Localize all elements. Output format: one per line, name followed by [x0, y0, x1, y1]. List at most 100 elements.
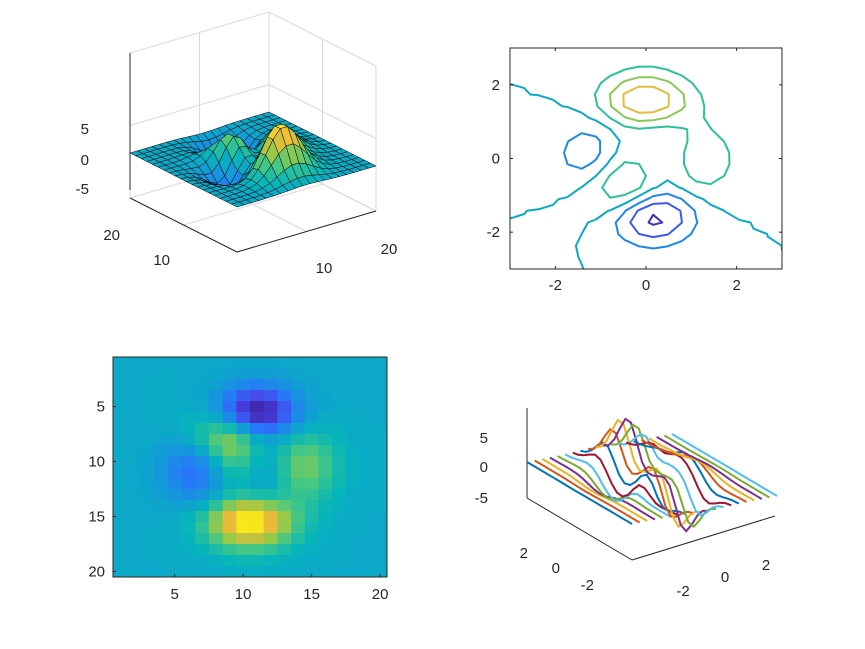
image-cell [291, 445, 306, 457]
image-cell [181, 555, 196, 567]
image-cell [195, 423, 210, 435]
image-cell [318, 566, 333, 578]
image-x-tick: 5 [170, 586, 178, 603]
image-cell [195, 566, 210, 578]
image-cell [250, 401, 265, 413]
image-cell [167, 357, 182, 369]
image-cell [181, 467, 196, 479]
image-cell [304, 434, 319, 446]
line3d-series [526, 417, 778, 533]
image-cell [126, 456, 141, 468]
image-cell [304, 555, 319, 567]
image-cell [140, 489, 155, 501]
contour-lines [510, 65, 782, 269]
image-cell [277, 445, 292, 457]
image-cell [359, 445, 374, 457]
image-cell [263, 445, 278, 457]
image-cell [373, 500, 388, 512]
image-cell [167, 489, 182, 501]
image-cell [208, 434, 223, 446]
image-cell [140, 434, 155, 446]
image-cell [113, 533, 128, 545]
image-cell [318, 511, 333, 523]
image-cell [154, 489, 169, 501]
image-cell [250, 489, 265, 501]
surface-grid-line [129, 83, 377, 139]
image-cell [167, 478, 182, 490]
image-cell [277, 379, 292, 391]
image-cell [167, 434, 182, 446]
image-cell [113, 544, 128, 556]
surface-axes [129, 53, 377, 253]
image-cell [373, 544, 388, 556]
image-cell [126, 401, 141, 413]
image-cell [167, 566, 182, 578]
image-cell [332, 555, 347, 567]
image-cell [181, 566, 196, 578]
image-cell [263, 533, 278, 545]
image-cell [113, 423, 128, 435]
image-cell [167, 467, 182, 479]
image-cell [154, 368, 169, 380]
line3d-series-line [663, 434, 770, 499]
image-cell [222, 522, 237, 534]
line3d-series-line [656, 436, 763, 500]
image-cell [318, 489, 333, 501]
image-cell [345, 423, 360, 435]
image-cell [263, 401, 278, 413]
image-cell [222, 357, 237, 369]
image-cell [263, 566, 278, 578]
image-cell [113, 379, 128, 391]
image-cell [181, 434, 196, 446]
image-cell [236, 566, 251, 578]
image-cell [195, 412, 210, 424]
image-cell [373, 423, 388, 435]
image-x-tick: 20 [372, 586, 389, 603]
image-cell [263, 412, 278, 424]
image-cell [304, 489, 319, 501]
image-axes-box [112, 356, 388, 578]
image-cell [222, 467, 237, 479]
image-cell [250, 379, 265, 391]
image-cell [126, 500, 141, 512]
image-cell [113, 511, 128, 523]
line3d-series-line [557, 455, 664, 519]
image-cell [236, 423, 251, 435]
line3d-series-line [610, 423, 716, 528]
image-cell [263, 368, 278, 380]
image-cell [126, 390, 141, 402]
image-cell [126, 467, 141, 479]
image-cell [304, 566, 319, 578]
image-cell [277, 368, 292, 380]
image-cell [332, 544, 347, 556]
image-cell [113, 489, 128, 501]
image-cell [195, 544, 210, 556]
image-cell [195, 511, 210, 523]
image-cell [332, 489, 347, 501]
image-cell [140, 379, 155, 391]
image-cell [181, 456, 196, 468]
image-cell [263, 456, 278, 468]
image-cell [291, 423, 306, 435]
line3d-z-tick: -5 [475, 490, 488, 507]
image-cell [291, 478, 306, 490]
image-cell [373, 379, 388, 391]
image-cell [236, 511, 251, 523]
image-cell [208, 401, 223, 413]
image-cell [208, 456, 223, 468]
image-cell [113, 357, 128, 369]
line3d-series-line [588, 427, 694, 518]
image-cell [113, 390, 128, 402]
contour-y-tick: -2 [487, 224, 500, 241]
image-cell [154, 555, 169, 567]
line3d-y-tick: -2 [581, 577, 594, 594]
image-cell [359, 478, 374, 490]
image-cell [167, 412, 182, 424]
line3d-z-tick: 0 [480, 459, 488, 476]
image-cell [277, 357, 292, 369]
image-cell [277, 522, 292, 534]
image-cell [222, 390, 237, 402]
image-cell [140, 456, 155, 468]
image-cell [359, 357, 374, 369]
image-cell [208, 390, 223, 402]
